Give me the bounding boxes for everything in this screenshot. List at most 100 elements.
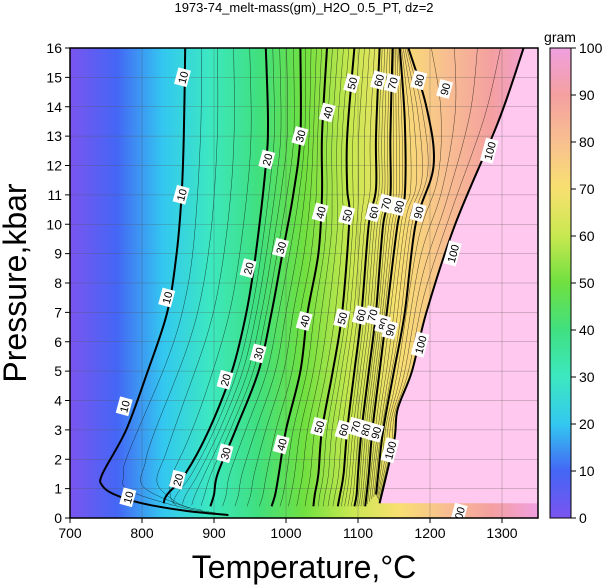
contour-label: 20 (169, 469, 187, 490)
contour-label: 50 (310, 416, 328, 437)
contour-label: 90 (381, 319, 399, 340)
contour-label: 60 (369, 70, 387, 91)
x-tick-label: 1300 (486, 525, 517, 541)
minor-contour-line (296, 48, 344, 507)
contour-label-text: 100 (446, 243, 462, 264)
minor-contour-line (350, 48, 391, 507)
contour-label-bg (377, 193, 395, 214)
fully-molten-region (379, 48, 538, 504)
colorbar-tick-label: 20 (579, 416, 595, 432)
contour-label: 10 (119, 487, 137, 508)
contour-label-text: 40 (275, 437, 290, 452)
contour-label-bg (249, 343, 267, 364)
contour-label-bg (119, 487, 137, 508)
contour-label-bg (272, 237, 289, 258)
contour-label-text: 90 (412, 205, 427, 220)
y-tick-label: 6 (54, 334, 62, 350)
minor-contour-line (322, 48, 365, 507)
contour-label: 10 (172, 184, 190, 205)
contour-label-text: 100 (452, 506, 468, 527)
x-axis-title: Temperature,°C (192, 549, 416, 585)
contour-label-text: 20 (261, 152, 276, 167)
contour-label-text: 90 (439, 82, 454, 97)
colorbar-tick-label: 30 (579, 369, 595, 385)
minor-contour-line (140, 48, 219, 511)
y-tick-label: 9 (54, 246, 62, 262)
contour-label: 30 (216, 443, 234, 464)
y-tick-label: 4 (54, 393, 62, 409)
contour-label: 30 (291, 126, 309, 146)
colorbar-tick-label: 80 (579, 134, 595, 150)
contour-label: 30 (249, 343, 267, 364)
contour-label: 100 (380, 437, 400, 464)
contour-label: 90 (367, 422, 384, 443)
colorbar: gram 0 10 20 30 40 50 60 70 80 90 100 (544, 29, 603, 526)
contour-100 (378, 48, 525, 504)
contour-label: 50 (338, 205, 356, 226)
contour-label-text: 20 (172, 473, 187, 488)
minor-contour-line (200, 48, 295, 506)
contour-label: 10 (115, 396, 133, 417)
contour-label-bg (258, 149, 276, 170)
minor-contour-line (340, 48, 383, 507)
contour-label: 40 (318, 102, 336, 123)
contour-label-text: 90 (384, 323, 399, 338)
contour-label-bg (310, 416, 328, 437)
contour-label: 30 (272, 237, 290, 258)
contour-label: 50 (333, 308, 351, 329)
colorbar-tick-label: 0 (579, 510, 587, 526)
contour-label-text: 30 (275, 241, 290, 256)
contour-label-text: 40 (314, 205, 329, 220)
contour-label-text: 60 (372, 73, 387, 88)
contour-50 (312, 48, 356, 507)
contour-label-bg (334, 419, 352, 440)
contour-label-bg (115, 396, 133, 417)
contour-label-bg (383, 73, 401, 94)
contour-label: 20 (239, 258, 257, 279)
contour-label-text: 20 (242, 261, 257, 276)
minor-contour-line (344, 48, 386, 507)
plot-area: 10 10 10 10 10 20 20 20 20 30 30 30 30 40 40 40 40 50 50 50… (70, 48, 538, 527)
y-tick-label: 15 (46, 69, 62, 85)
colorbar-tick-label: 50 (579, 275, 595, 291)
contour-label: 40 (272, 434, 290, 455)
contour-label-text: 50 (313, 420, 328, 435)
contour-label-text: 20 (219, 373, 234, 388)
minor-contour-line (279, 48, 333, 507)
y-tick-label: 16 (46, 40, 62, 56)
contour-label: 100 (448, 502, 468, 527)
contour-label: 50 (343, 73, 361, 94)
contour-label-text: 30 (252, 346, 267, 361)
contour-label-text: 10 (161, 290, 176, 305)
contour-label: 20 (216, 369, 234, 390)
minor-contour-line (332, 48, 375, 507)
contour-label: 70 (383, 73, 401, 94)
contour-60 (336, 48, 381, 507)
contour-label-text: 100 (483, 141, 499, 162)
contour-labels: 10 10 10 10 10 20 20 20 20 30 30 30 30 40 40 40 40 50 50 50… (115, 67, 499, 527)
contour-label-text: 10 (118, 399, 133, 414)
contour-label-text: 10 (175, 188, 190, 203)
contour-label-bg (390, 196, 407, 217)
contour-label-text: 70 (380, 196, 395, 211)
x-tick-label: 900 (202, 525, 226, 541)
contour-label-text: 50 (341, 208, 356, 223)
contour-label-bg (311, 202, 329, 223)
y-tick-label: 5 (54, 363, 62, 379)
contour-label-bg (380, 437, 400, 464)
contour-label-text: 100 (383, 440, 399, 461)
minor-contour-line (222, 48, 306, 507)
contour-label: 40 (311, 202, 329, 223)
contour-label: 100 (410, 331, 430, 358)
colorbar-label: gram (544, 29, 576, 45)
colorbar-tick-label: 70 (579, 181, 595, 197)
contour-label-text: 10 (177, 70, 192, 85)
minor-contour-line (156, 48, 235, 509)
y-tick-label: 1 (54, 481, 62, 497)
contour-40 (270, 48, 328, 507)
contour-label-text: 60 (337, 423, 352, 438)
x-tick-label: 800 (130, 525, 154, 541)
contour-label-bg (318, 102, 336, 123)
minor-contour-line (371, 48, 423, 500)
